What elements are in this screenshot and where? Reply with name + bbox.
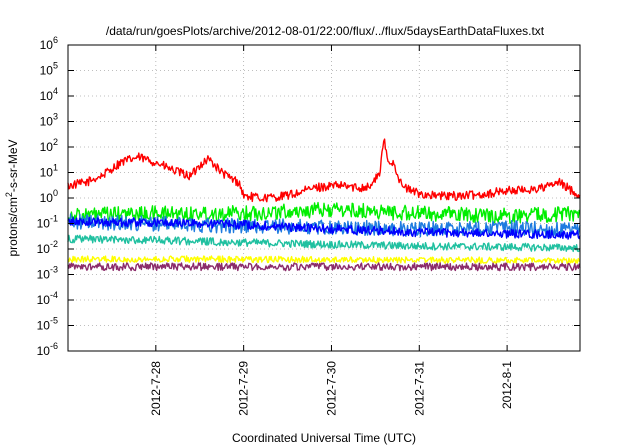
series-line: [67, 262, 581, 272]
y-tick-label: 104: [40, 86, 58, 103]
x-axis-label: Coordinated Universal Time (UTC): [232, 431, 416, 445]
x-tick-label: 2012-7-28: [149, 361, 163, 416]
y-tick-label: 100: [40, 188, 58, 205]
x-tick-label: 2012-7-31: [412, 361, 426, 416]
y-tick-label: 105: [40, 61, 58, 78]
series-line: [67, 138, 581, 203]
x-tick-label: 2012-8-1: [500, 361, 514, 409]
y-tick-label: 10-5: [37, 316, 58, 333]
series-line: [67, 255, 581, 265]
y-tick-label: 10-6: [37, 341, 58, 358]
y-tick-label: 106: [40, 35, 58, 52]
y-tick-label: 10-3: [37, 265, 58, 282]
grid: [68, 45, 580, 351]
y-tick-label: 102: [40, 137, 58, 154]
series-group: [67, 138, 581, 272]
series-line: [67, 216, 581, 240]
series-line: [67, 234, 581, 253]
x-tick-label: 2012-7-30: [324, 361, 338, 416]
y-axis-label: protons/cm2-s-sr-MeV: [4, 139, 20, 256]
y-tick-label: 10-2: [37, 239, 58, 256]
chart-title: /data/run/goesPlots/archive/2012-08-01/2…: [106, 24, 545, 38]
x-tick-label: 2012-7-29: [237, 361, 251, 416]
y-tick-label: 101: [40, 163, 58, 180]
series-line: [67, 201, 581, 224]
y-ticks: 10-6 10-5 10-4 10-3 10-2 10-1 100 101 102 103 104 1…: [37, 35, 580, 358]
y-tick-label: 103: [40, 112, 58, 129]
y-tick-label: 10-4: [37, 290, 58, 307]
x-ticks: 2012-7-28 2012-7-29 2012-7-30 2012-7-31 2012…: [149, 45, 514, 416]
y-tick-label: 10-1: [37, 214, 58, 231]
